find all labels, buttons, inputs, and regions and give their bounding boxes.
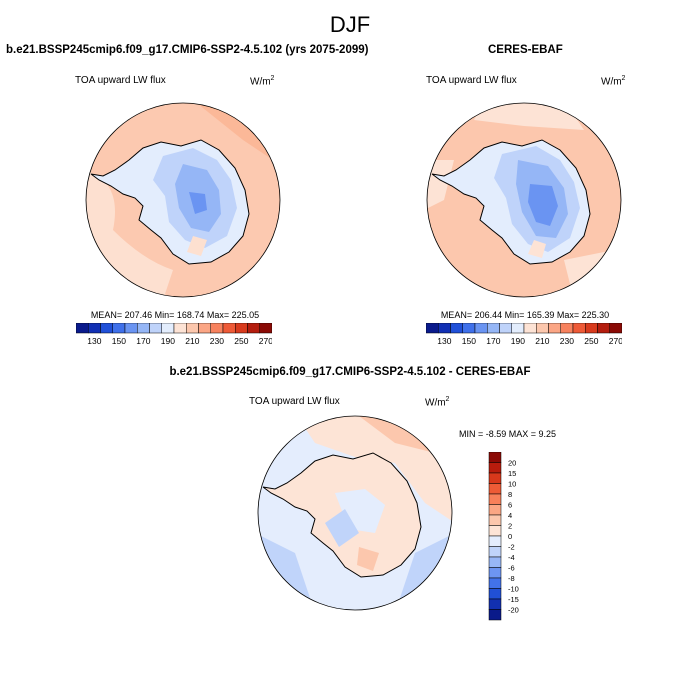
- colorbar-swatch: [124, 323, 138, 334]
- colorbar-swatch: [488, 588, 502, 600]
- colorbar-tick-label: 170: [486, 336, 500, 345]
- obs-variable-label: TOA upward LW flux: [426, 75, 517, 86]
- colorbar-swatch: [488, 525, 502, 537]
- colorbar-swatch: [488, 535, 502, 547]
- colorbar-swatch: [499, 323, 512, 334]
- colorbar-swatch: [488, 472, 502, 484]
- colorbar-tick-label: -8: [508, 574, 515, 583]
- colorbar-tick-label: 0: [508, 532, 512, 541]
- colorbar-swatch: [247, 323, 260, 334]
- colorbar-tick-label: 20: [508, 459, 516, 468]
- colorbar-tick-label: 150: [462, 336, 476, 345]
- colorbar-tick-label: 130: [87, 336, 101, 345]
- diff-units-label: W/m2: [425, 396, 450, 409]
- colorbar-swatch: [609, 323, 622, 334]
- colorbar-tick-label: 10: [508, 480, 516, 489]
- colorbar-swatch: [474, 323, 488, 334]
- colorbar-swatch: [536, 323, 549, 334]
- colorbar-tick-label: -20: [508, 606, 519, 615]
- colorbar-swatch: [235, 323, 248, 334]
- colorbar-swatch: [488, 567, 502, 579]
- colorbar-tick-label: -10: [508, 585, 519, 594]
- colorbar-tick-label: 15: [508, 469, 516, 478]
- colorbar-swatch: [488, 462, 502, 474]
- colorbar-tick-label: 170: [136, 336, 150, 345]
- colorbar-swatch: [173, 323, 187, 334]
- diff-variable-label: TOA upward LW flux: [249, 396, 340, 407]
- diff-stats: MIN = -8.59 MAX = 9.25: [459, 429, 557, 439]
- diff-panel-title: b.e21.BSSP245cmip6.f09_g17.CMIP6-SSP2-4.…: [169, 366, 531, 378]
- colorbar-swatch: [462, 323, 476, 334]
- colorbar-swatch: [186, 323, 199, 334]
- colorbar-swatch: [572, 323, 586, 334]
- colorbar-swatch: [487, 323, 500, 334]
- season-title: DJF: [329, 12, 371, 37]
- colorbar-swatch: [259, 323, 272, 334]
- colorbar-tick-label: 150: [112, 336, 126, 345]
- obs-panel-title: CERES-EBAF: [488, 44, 563, 56]
- model-polar-map: [85, 102, 281, 298]
- colorbar-swatch: [560, 323, 574, 334]
- colorbar-swatch: [488, 504, 502, 516]
- colorbar-swatch: [149, 323, 162, 334]
- obs-colorbar: 130 150 170 190 210 230 250 270: [426, 323, 622, 345]
- colorbar-swatch: [488, 493, 502, 505]
- colorbar-swatch: [548, 323, 561, 334]
- model-stats: MEAN= 207.46 Min= 168.74 Max= 225.05: [90, 310, 260, 320]
- model-units-label: W/m2: [250, 75, 275, 88]
- colorbar-tick-label: 4: [508, 511, 512, 520]
- obs-units-label: W/m2: [601, 75, 626, 88]
- obs-stats: MEAN= 206.44 Min= 165.39 Max= 225.30: [440, 310, 610, 320]
- colorbar-tick-label: 270: [609, 336, 622, 345]
- colorbar-swatch: [488, 546, 502, 558]
- colorbar-swatch: [488, 577, 502, 589]
- model-variable-label: TOA upward LW flux: [75, 75, 166, 86]
- colorbar-swatch: [488, 556, 502, 568]
- colorbar-swatch: [426, 323, 439, 334]
- colorbar-swatch: [488, 598, 502, 610]
- colorbar-swatch: [100, 323, 113, 334]
- colorbar-swatch: [585, 323, 598, 334]
- colorbar-tick-label: 2: [508, 522, 512, 531]
- colorbar-swatch: [450, 323, 463, 334]
- colorbar-swatch: [210, 323, 224, 334]
- colorbar-swatch: [88, 323, 101, 334]
- colorbar-swatch: [488, 452, 502, 463]
- colorbar-tick-label: 230: [560, 336, 574, 345]
- colorbar-swatch: [488, 609, 502, 621]
- colorbar-tick-label: 250: [584, 336, 598, 345]
- colorbar-tick-label: 250: [234, 336, 248, 345]
- colorbar-swatch: [597, 323, 610, 334]
- diff-polar-map: [257, 415, 453, 611]
- colorbar-swatch: [112, 323, 126, 334]
- colorbar-swatch: [222, 323, 236, 334]
- model-colorbar: 130 150 170 190 210 230 250 270: [76, 323, 272, 345]
- colorbar-tick-label: 190: [161, 336, 175, 345]
- colorbar-swatch: [161, 323, 175, 334]
- colorbar-swatch: [523, 323, 537, 334]
- colorbar-tick-label: 210: [185, 336, 199, 345]
- colorbar-tick-label: -2: [508, 543, 515, 552]
- colorbar-tick-label: 130: [437, 336, 451, 345]
- colorbar-swatch: [198, 323, 211, 334]
- colorbar-swatch: [137, 323, 150, 334]
- colorbar-tick-label: 8: [508, 490, 512, 499]
- colorbar-tick-label: 6: [508, 501, 512, 510]
- obs-polar-map: [426, 102, 622, 298]
- model-panel-title: b.e21.BSSP245cmip6.f09_g17.CMIP6-SSP2-4.…: [6, 44, 369, 56]
- colorbar-tick-label: 190: [511, 336, 525, 345]
- colorbar-swatch: [488, 483, 502, 495]
- colorbar-swatch: [511, 323, 525, 334]
- colorbar-tick-label: 270: [259, 336, 272, 345]
- colorbar-swatch: [438, 323, 451, 334]
- colorbar-tick-label: 230: [210, 336, 224, 345]
- colorbar-swatch: [76, 323, 89, 334]
- colorbar-tick-label: -15: [508, 595, 519, 604]
- colorbar-tick-label: 210: [535, 336, 549, 345]
- colorbar-swatch: [488, 514, 502, 526]
- colorbar-tick-label: -4: [508, 553, 515, 562]
- colorbar-tick-label: -6: [508, 564, 515, 573]
